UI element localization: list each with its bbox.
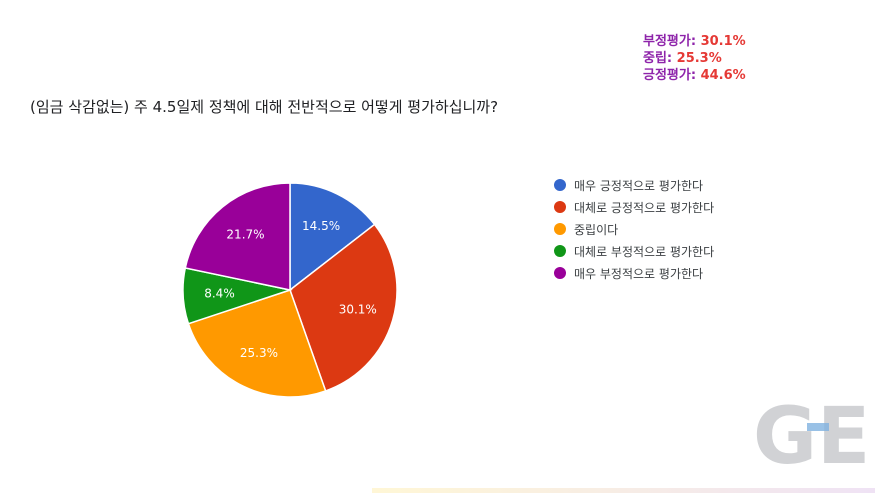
legend-swatch-3 <box>554 245 566 257</box>
legend-swatch-1 <box>554 201 566 213</box>
legend-item-4: 매우 부정적으로 평가한다 <box>554 262 714 284</box>
summary-neutral-value: 25.3% <box>676 51 722 66</box>
watermark-accent-bar <box>807 423 829 431</box>
pie-slice-2 <box>187 289 327 398</box>
pie-slice-label-2: 25.3% <box>240 346 278 360</box>
legend-label-0: 매우 긍정적으로 평가한다 <box>574 178 704 193</box>
summary-neutral-label: 중립: <box>643 51 677 66</box>
legend-swatch-0 <box>554 179 566 191</box>
pie-slice-label-3: 8.4% <box>204 286 235 300</box>
evaluation-summary: 부정평가: 30.1% 중립: 25.3% 긍정평가: 44.6% <box>643 33 746 84</box>
pie-slice-4 <box>184 182 291 291</box>
legend-swatch-2 <box>554 223 566 235</box>
legend-item-0: 매우 긍정적으로 평가한다 <box>554 174 714 196</box>
legend-item-3: 대체로 부정적으로 평가한다 <box>554 240 714 262</box>
pie-slice-1 <box>289 223 398 392</box>
watermark-logo-text: GEN <box>753 393 869 473</box>
pie-slice-label-0: 14.5% <box>302 219 340 233</box>
summary-positive: 긍정평가: 44.6% <box>643 67 746 84</box>
summary-negative-value: 30.1% <box>700 34 746 49</box>
pie-chart: 14.5% 30.1% 25.3% 8.4% 21.7% <box>182 182 398 398</box>
summary-positive-label: 긍정평가: <box>643 68 701 83</box>
summary-negative: 부정평가: 30.1% <box>643 33 746 50</box>
legend-item-2: 중립이다 <box>554 218 714 240</box>
pie-slice-label-1: 30.1% <box>339 302 377 316</box>
bottom-decorative-strip <box>372 488 875 493</box>
summary-negative-label: 부정평가: <box>643 34 701 49</box>
legend-label-2: 중립이다 <box>574 222 619 237</box>
chart-title: (임금 삭감없는) 주 4.5일제 정책에 대해 전반적으로 어떻게 평가하십니… <box>30 98 499 116</box>
summary-neutral: 중립: 25.3% <box>643 50 746 67</box>
legend-item-1: 대체로 긍정적으로 평가한다 <box>554 196 714 218</box>
gen-logo-watermark: GEN <box>753 393 869 473</box>
summary-positive-value: 44.6% <box>700 68 746 83</box>
pie-slice-label-4: 21.7% <box>226 228 264 242</box>
pie-slice-0 <box>289 182 376 292</box>
legend-swatch-4 <box>554 267 566 279</box>
legend-label-4: 매우 부정적으로 평가한다 <box>574 266 704 281</box>
legend-label-3: 대체로 부정적으로 평가한다 <box>574 244 715 259</box>
legend-label-1: 대체로 긍정적으로 평가한다 <box>574 200 715 215</box>
